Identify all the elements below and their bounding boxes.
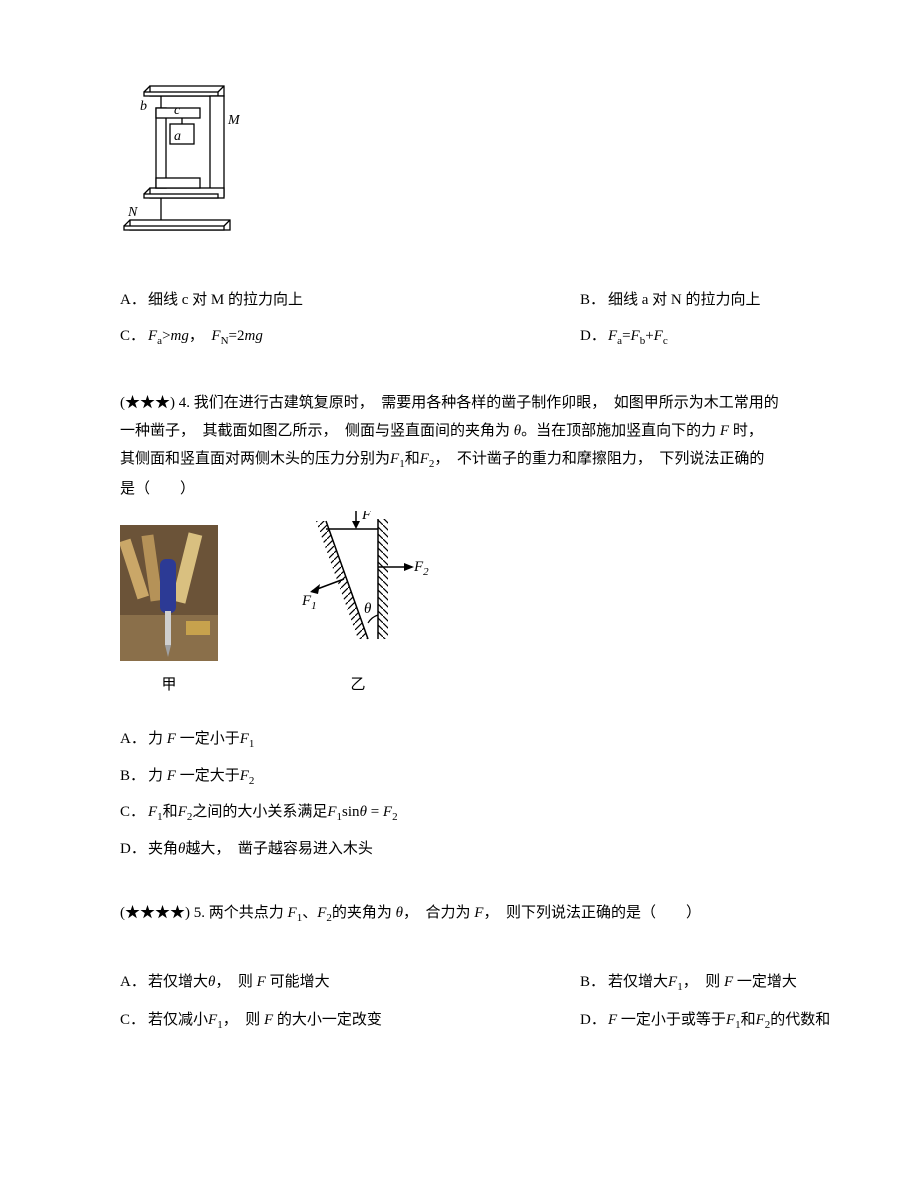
option-text: Fa>mg， FN=2mg [148,328,263,344]
q4-option-b[interactable]: B．力 F 一定大于F2 [120,764,920,791]
q5-option-b[interactable]: B．若仅增大F1， 则 F 一定增大 [580,970,920,997]
option-label: C． [120,800,148,824]
q5-options-row1: A．若仅增大θ， 则 F 可能增大 B．若仅增大F1， 则 F 一定增大 [120,970,920,997]
q3-option-a[interactable]: A．细线 c 对 M 的拉力向上 [120,288,580,312]
option-label: B． [580,288,608,312]
q5-stem: (★★★★) 5. 两个共点力 F1、F2的夹角为 θ， 合力为 F， 则下列说… [120,901,920,928]
q5-option-d[interactable]: D．F 一定小于或等于F1和F2的代数和 [580,1008,920,1035]
q3-options-row2: C．Fa>mg， FN=2mg D．Fa=Fb+Fc [120,324,920,351]
q4-figures: 甲 [120,511,920,697]
stem-line: 时， [729,423,763,439]
stem-text: 两个共点力 F1、F2的夹角为 θ， 合力为 F， 则下列说法正确的是（ ） [209,905,701,921]
option-label: D． [580,324,608,348]
q5-option-a[interactable]: A．若仅增大θ， 则 F 可能增大 [120,970,580,997]
label-b: b [140,99,147,114]
q3-option-c[interactable]: C．Fa>mg， FN=2mg [120,324,580,351]
option-text: 力 F 一定大于F2 [148,768,254,784]
label-N: N [127,205,138,220]
stem-line: 和 [405,451,420,467]
q3-option-d[interactable]: D．Fa=Fb+Fc [580,324,920,351]
label-a: a [174,129,181,144]
label-theta: θ [364,601,372,617]
force-F1: F [390,451,399,467]
option-text: 若仅增大F1， 则 F 一定增大 [608,974,797,990]
option-text: Fa=Fb+Fc [608,328,668,344]
stem-line: 一种凿子， 其截面如图乙所示， 侧面与竖直面间的夹角为 [120,423,514,439]
option-text: 若仅增大θ， 则 F 可能增大 [148,974,330,990]
q4-figure-left: 甲 [120,525,218,697]
question-number: 4. [179,395,190,411]
q4-option-c[interactable]: C．F1和F2之间的大小关系满足F1sinθ = F2 [120,800,920,827]
q3-svg: b c a M N [120,80,240,240]
figure-caption: 甲 [120,673,218,697]
option-label: C． [120,1008,148,1032]
force-F: F [720,423,729,439]
figure-caption: 乙 [278,673,438,697]
option-label: A． [120,727,148,751]
option-text: F1和F2之间的大小关系满足F1sinθ = F2 [148,804,398,820]
q4-figure-right: F F1 F2 θ 乙 [278,511,438,697]
stem-line: 是（ ） [120,481,195,497]
q4-stem: (★★★) 4. 我们在进行古建筑复原时， 需要用各种各样的凿子制作卯眼， 如图… [120,391,920,502]
difficulty-stars: (★★★) [120,395,175,411]
stem-line: 。当在顶部施加竖直向下的力 [521,423,720,439]
option-label: A． [120,288,148,312]
q3-diagram: b c a M N [120,80,920,248]
option-label: D． [580,1008,608,1032]
label-M: M [227,113,240,128]
q5-option-c[interactable]: C．若仅减小F1， 则 F 的大小一定改变 [120,1008,580,1035]
option-label: D． [120,837,148,861]
difficulty-stars: (★★★★) [120,905,190,921]
label-F1: F1 [301,593,317,612]
option-label: A． [120,970,148,994]
label-F: F [361,511,372,523]
question-number: 5. [194,905,205,921]
option-text: 力 F 一定小于F1 [148,731,254,747]
q4-options: A．力 F 一定小于F1 B．力 F 一定大于F2 C．F1和F2之间的大小关系… [120,727,920,861]
option-text: 细线 a 对 N 的拉力向上 [608,292,761,308]
stem-line: 我们在进行古建筑复原时， 需要用各种各样的凿子制作卯眼， 如图甲所示为木工常用的 [194,395,779,411]
option-label: B． [120,764,148,788]
option-text: 夹角θ越大， 凿子越容易进入木头 [148,841,373,857]
q5-options-row2: C．若仅减小F1， 则 F 的大小一定改变 D．F 一定小于或等于F1和F2的代… [120,1008,920,1035]
q3-options-row1: A．细线 c 对 M 的拉力向上 B．细线 a 对 N 的拉力向上 [120,288,920,312]
stem-line: ， 不计凿子的重力和摩擦阻力， 下列说法正确的 [434,451,764,467]
label-c: c [174,103,181,118]
option-text: F 一定小于或等于F1和F2的代数和 [608,1012,830,1028]
option-text: 细线 c 对 M 的拉力向上 [148,292,303,308]
option-label: B． [580,970,608,994]
force-F2: F [420,451,429,467]
option-label: C． [120,324,148,348]
option-text: 若仅减小F1， 则 F 的大小一定改变 [148,1012,382,1028]
q3-option-b[interactable]: B．细线 a 对 N 的拉力向上 [580,288,920,312]
stem-line: 其侧面和竖直面对两侧木头的压力分别为 [120,451,390,467]
q4-option-a[interactable]: A．力 F 一定小于F1 [120,727,920,754]
label-F2: F2 [413,559,429,578]
q4-option-d[interactable]: D．夹角θ越大， 凿子越容易进入木头 [120,837,920,861]
